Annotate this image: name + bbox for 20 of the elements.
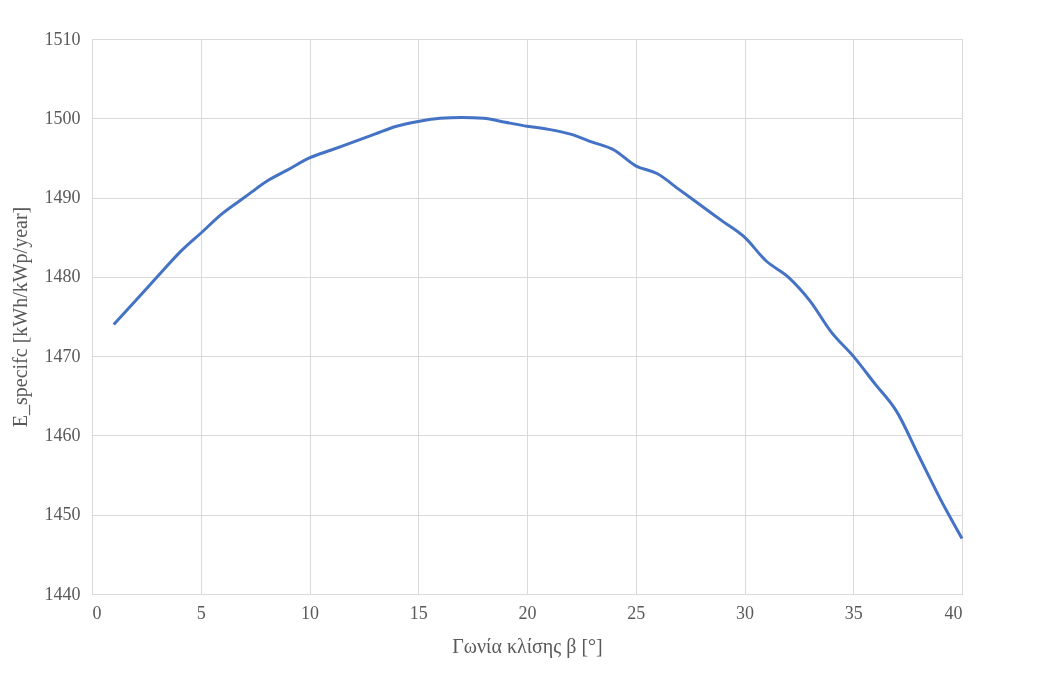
y-tick-label: 1500 — [44, 107, 81, 128]
y-tick-label: 1490 — [44, 187, 81, 208]
x-tick-label: 0 — [92, 602, 102, 623]
x-tick-label: 35 — [844, 602, 863, 623]
line-series — [112, 115, 964, 540]
y-tick-label: 1480 — [44, 266, 81, 287]
x-tick-label: 25 — [627, 602, 646, 623]
x-tick-label: 15 — [409, 602, 428, 623]
y-tick-label: 1470 — [44, 345, 81, 366]
x-tick-label: 20 — [518, 602, 537, 623]
y-tick-label: 1450 — [44, 504, 81, 525]
x-tick-label: 5 — [196, 602, 206, 623]
x-tick-label: 40 — [944, 602, 963, 623]
y-tick-label: 1440 — [44, 583, 81, 604]
y-tick-label: 1460 — [44, 424, 81, 445]
x-tick-label: 30 — [736, 602, 754, 623]
y-axis-title: E_specifc [kWh/kWp/year] — [8, 206, 32, 428]
x-tick-label: 10 — [301, 602, 319, 623]
x-axis-title: Γωνία κλίσης β [°] — [452, 634, 603, 658]
y-tick-label: 1510 — [44, 28, 81, 49]
